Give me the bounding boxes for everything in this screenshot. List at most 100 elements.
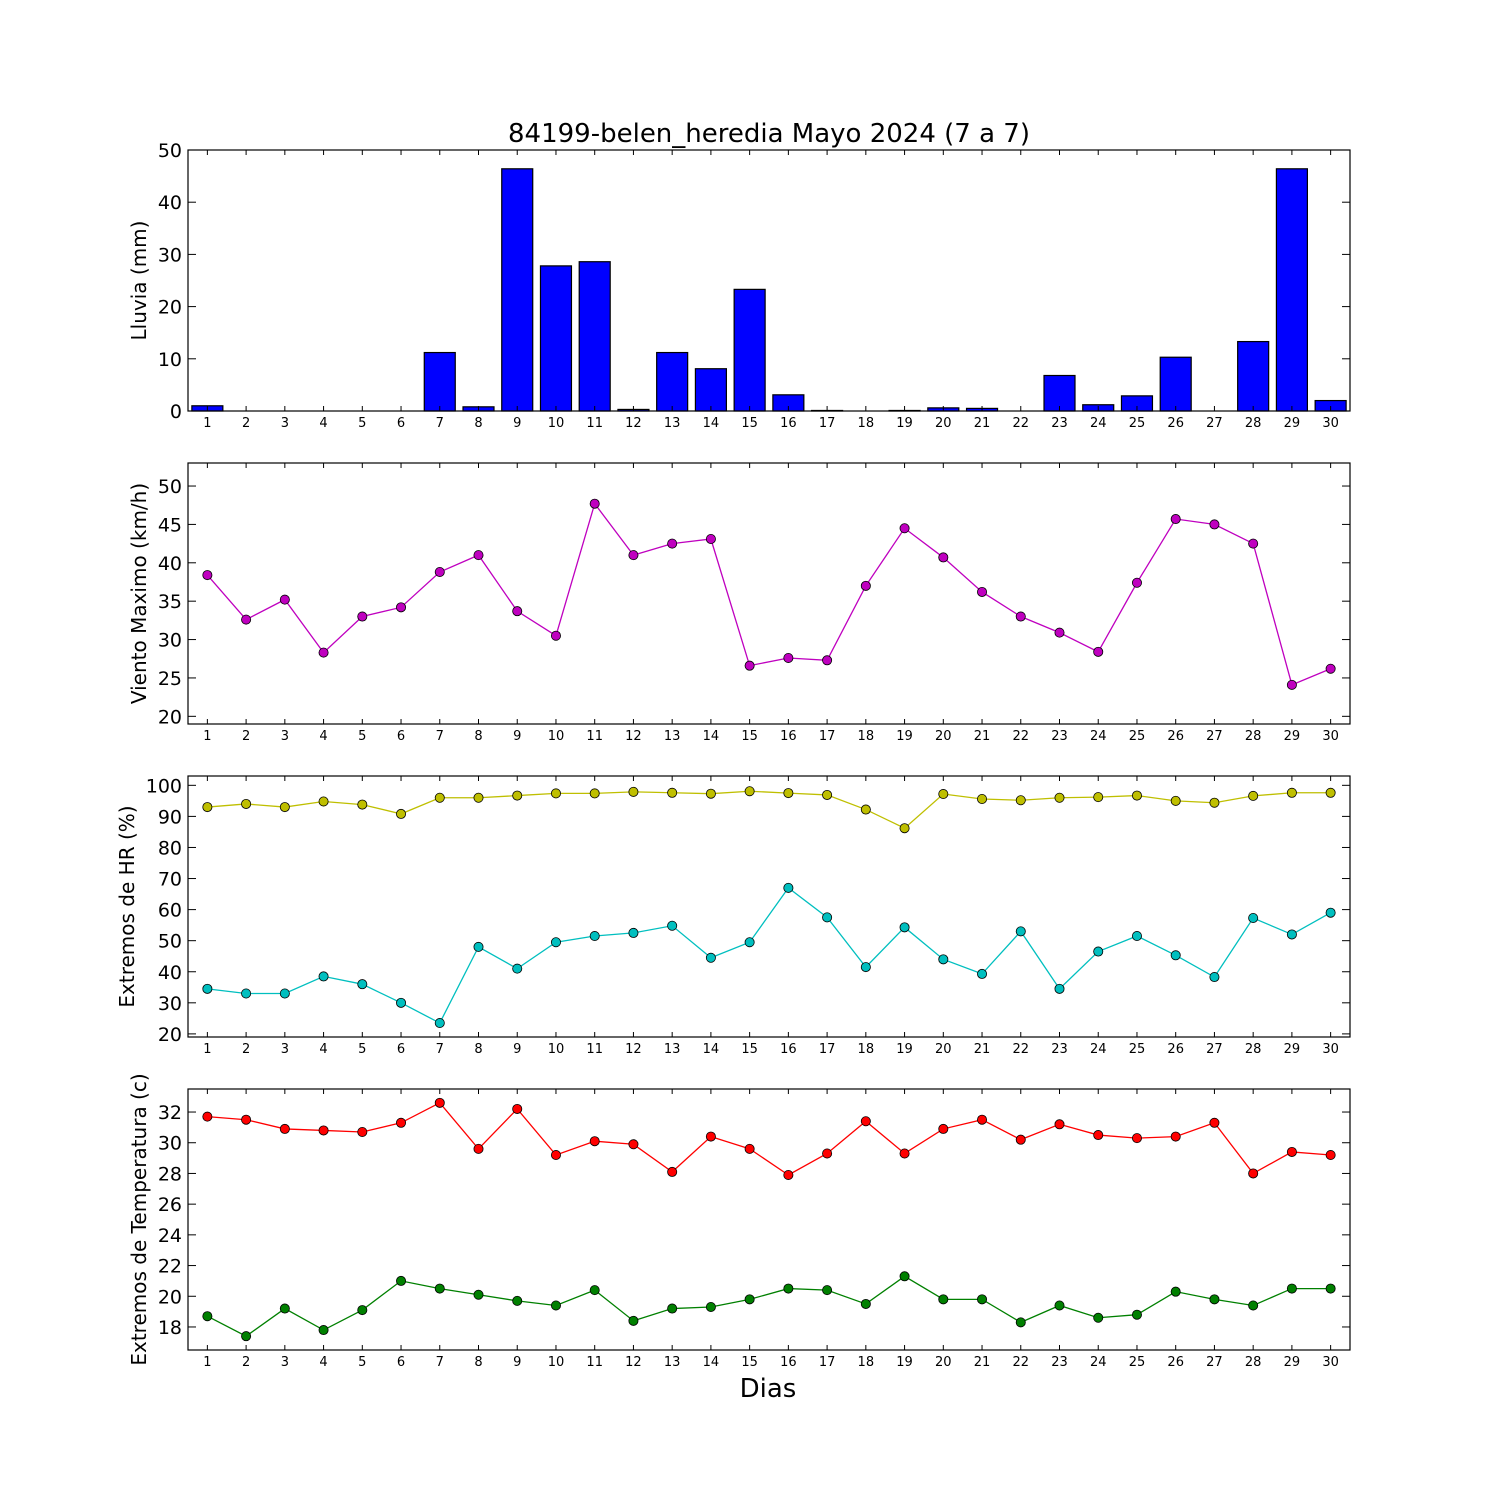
y-tick-label: 30 (158, 1133, 182, 1155)
x-tick-label: 19 (896, 729, 913, 744)
y-tick-label: 40 (158, 553, 182, 575)
humidity-series-2-point (396, 997, 407, 1008)
y-tick-label: 20 (158, 1024, 182, 1046)
y-tick-label: 35 (158, 591, 182, 613)
temperature-series-2-point (822, 1285, 833, 1296)
x-tick-label: 24 (1090, 1042, 1107, 1057)
max-wind-series-1-point (783, 652, 794, 663)
x-tick-label: 7 (436, 416, 444, 431)
x-tick-label: 15 (741, 729, 758, 744)
x-tick-label: 2 (242, 729, 250, 744)
max-wind-series-1-point (1248, 538, 1259, 549)
x-tick-label: 23 (1051, 1042, 1068, 1057)
max-wind-series-1-point (705, 534, 716, 545)
humidity-series-1-point (1209, 797, 1220, 808)
humidity-series-1-point (473, 792, 484, 803)
x-tick-label: 15 (741, 1042, 758, 1057)
humidity-series-2-point (860, 962, 871, 973)
x-tick-label: 30 (1322, 1042, 1339, 1057)
temperature-series-1-point (550, 1150, 561, 1161)
max-wind-series-1-point (241, 614, 252, 625)
temperature-series-1-point (860, 1116, 871, 1127)
max-wind-series-1-point (744, 660, 755, 671)
x-tick-label: 2 (242, 1042, 250, 1057)
temperature-series-2-point (473, 1289, 484, 1300)
y-tick-label: 32 (158, 1102, 182, 1124)
x-tick-label: 28 (1245, 416, 1262, 431)
x-tick-label: 1 (203, 1355, 211, 1370)
humidity-series-2-point (318, 971, 329, 982)
x-tick-label: 16 (780, 729, 797, 744)
x-tick-label: 9 (513, 1355, 521, 1370)
temperature-series-2-point (667, 1303, 678, 1314)
x-tick-label: 16 (780, 1042, 797, 1057)
temperature-series-1-point (744, 1143, 755, 1154)
x-tick-label: 10 (548, 729, 565, 744)
y-tick-label: 22 (158, 1256, 182, 1278)
x-tick-label: 14 (703, 1042, 720, 1057)
y-tick-label: 10 (158, 349, 182, 371)
x-tick-label: 8 (474, 1355, 482, 1370)
rainfall-axes-frame (187, 149, 1351, 412)
x-tick-label: 26 (1167, 1042, 1184, 1057)
humidity-series-1-point (1093, 792, 1104, 803)
humidity-series-2-point (899, 922, 910, 933)
temperature-series-1-point (396, 1117, 407, 1128)
x-tick-label: 6 (397, 1355, 405, 1370)
humidity-series-2-point (202, 983, 213, 994)
humidity-series-2-point (1015, 926, 1026, 937)
x-tick-label: 6 (397, 1042, 405, 1057)
rainfall-bar (1159, 356, 1192, 412)
x-tick-label: 26 (1167, 729, 1184, 744)
max-wind-series-1-point (357, 611, 368, 622)
max-wind-series-1-point (1054, 627, 1065, 638)
max-wind-series-1-point (899, 523, 910, 534)
humidity-series-2-point (589, 931, 600, 942)
figure-title: 84199-belen_heredia Mayo 2024 (7 a 7) (508, 119, 1030, 149)
x-tick-label: 5 (358, 416, 366, 431)
humidity-series-2-point (628, 927, 639, 938)
x-tick-label: 22 (1012, 1355, 1029, 1370)
temperature-series-1-point (1131, 1133, 1142, 1144)
x-tick-label: 30 (1322, 729, 1339, 744)
temperature-series-2-point (744, 1294, 755, 1305)
humidity-series-1-point (1325, 787, 1336, 798)
y-tick-label: 25 (158, 668, 182, 690)
temperature-series-1-point (589, 1136, 600, 1147)
temperature-series-1-point (667, 1166, 678, 1177)
x-tick-label: 28 (1245, 1355, 1262, 1370)
max-wind-series-1-point (279, 594, 290, 605)
temperature-series-2-point (318, 1325, 329, 1336)
x-tick-label: 27 (1206, 1355, 1223, 1370)
humidity-series-1-point (279, 802, 290, 813)
rainfall-bar (733, 288, 766, 412)
max-wind-series-1-line (206, 502, 1331, 686)
max-wind-series-1-point (822, 655, 833, 666)
temperature-series-1-point (512, 1103, 523, 1114)
temperature-series-2-point (977, 1294, 988, 1305)
humidity-series-2-line (207, 886, 1331, 1024)
rainfall-bar (539, 265, 573, 412)
humidity-series-2-point (241, 988, 252, 999)
humidity-series-1-point (705, 788, 716, 799)
x-tick-label: 18 (858, 416, 875, 431)
x-tick-label: 21 (974, 1042, 991, 1057)
humidity-series-1-point (434, 792, 445, 803)
y-tick-label: 20 (158, 297, 182, 319)
x-tick-label: 2 (242, 416, 250, 431)
x-tick-label: 18 (858, 729, 875, 744)
rainfall-bar (656, 351, 689, 412)
temperature-series-2-point (705, 1302, 716, 1313)
humidity-series-2-point (550, 937, 561, 948)
x-tick-label: 29 (1284, 1355, 1301, 1370)
temperature-series-2-line (207, 1275, 1331, 1337)
max-wind-series-1-point (1015, 611, 1026, 622)
temperature-series-1-point (1286, 1146, 1297, 1157)
humidity-series-1-point (589, 788, 600, 799)
temperature-series-2-point (1286, 1283, 1297, 1294)
rainfall-bar (1043, 374, 1076, 412)
humidity-series-1-point (628, 786, 639, 797)
humidity-series-2-point (1325, 907, 1336, 918)
